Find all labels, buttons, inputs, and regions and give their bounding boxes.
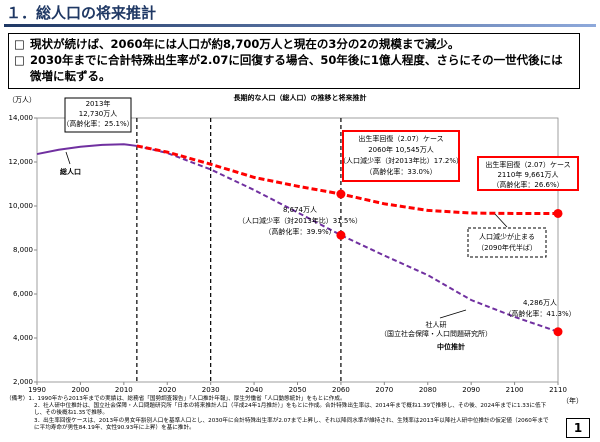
x-tick-label: 2100 (506, 386, 524, 394)
x-tick-label: 2060 (332, 386, 350, 394)
annotation-text: 2060年 10,545万人 (368, 145, 434, 154)
y-tick-label: 10,000 (9, 202, 34, 210)
x-tick-label: 2040 (245, 386, 263, 394)
annotation-pointer (494, 213, 508, 228)
point-marker (336, 230, 346, 240)
annotation-text: （高齢化率：39.9%） (264, 227, 335, 236)
label-pointer (65, 151, 71, 165)
x-tick-label: 2050 (289, 386, 307, 394)
y-tick-label: 12,000 (9, 158, 34, 166)
y-tick-label: 8,000 (13, 246, 33, 254)
annotation-text: （人口減少率（対2013年比）17.2%） (339, 156, 463, 165)
chart-title: 長期的な人口（総人口）の推移と将来推計 (234, 93, 367, 102)
x-tick-label: 2070 (375, 386, 393, 394)
y-unit: （万人） (8, 96, 36, 104)
x-tick-label: 2000 (72, 386, 90, 394)
y-tick-label: 14,000 (9, 114, 34, 122)
point-marker (336, 189, 346, 199)
annotation-text: 8,674万人 (283, 206, 317, 214)
page-title: １．総人口の将来推計 (6, 4, 157, 22)
point-marker (553, 327, 563, 337)
title-underline (4, 24, 596, 27)
annotation-text: 出生率回復（2.07）ケース (358, 134, 443, 143)
x-tick-label: 1990 (28, 386, 46, 394)
x-tick-label: 2030 (202, 386, 220, 394)
annotation-text: 社人研 (426, 320, 447, 329)
summary-box: 現状が続けば、2060年には人口が約8,700万人と現在の3分の2の規模まで減少… (8, 33, 580, 89)
note: （備考）1．1990年から2013年までの実績は、総務省「国勢調査報告」「人口推… (6, 396, 346, 402)
series-label: 総人口 (60, 167, 81, 176)
annotation-text: 人口減少が止まる (479, 232, 535, 241)
y-tick-label: 4,000 (13, 334, 33, 342)
note: 3．出生率回復ケースは、2013年の男女年齢別人口を基準人口とし、2030年に合… (34, 417, 549, 431)
annotation-text: 4,286万人 (523, 299, 557, 307)
annotation-text: 出生率回復（2.07）ケース (485, 160, 570, 169)
series-line (136, 144, 559, 333)
x-unit: （年） (562, 396, 583, 405)
annotation-box (467, 227, 547, 258)
annotation-text: （高齢化率：25.1%） (62, 119, 133, 128)
x-tick-label: 2010 (115, 386, 133, 394)
annotation-box (342, 130, 460, 182)
annotation-text: 2013年 (86, 99, 111, 108)
annotation-text: 12,730万人 (79, 110, 118, 118)
annotation-text: （高齢化率：26.6%） (492, 180, 563, 189)
x-tick-label: 2020 (158, 386, 176, 394)
bullet: 現状が続けば、2060年には人口が約8,700万人と現在の3分の2の規模まで減少… (14, 36, 574, 52)
page-number: 1 (566, 418, 590, 438)
annotation-text: （国立社会保障・人口問題研究所） (380, 329, 492, 338)
note: 2．社人研中位推計は、国立社会保障・人口問題研究所「日本の将来推計人口（平成24… (34, 403, 547, 417)
bullet: 2030年までに合計特殊出生率が2.07に回復する場合、50年後に1億人程度、さ… (14, 52, 574, 84)
annotation-text: 2110年 9,661万人 (497, 170, 558, 179)
annotation-text: （人口減少率（対2013年比）31.5%） (238, 216, 362, 225)
annotation-text: （2090年代半ば） (477, 243, 537, 252)
series-line (36, 143, 137, 156)
x-tick-label: 2080 (419, 386, 437, 394)
y-tick-label: 2,000 (13, 378, 33, 386)
series-label: 中位推計 (437, 342, 465, 351)
annotation-text: （高齢化率：33.0%） (365, 167, 436, 176)
annotation-box (477, 156, 579, 191)
annotation-pointer (439, 309, 467, 319)
annotation-box (64, 97, 132, 133)
point-marker (553, 208, 563, 218)
notes: （備考）1．1990年から2013年までの実績は、総務省「国勢調査報告」「人口推… (6, 396, 551, 432)
x-tick-label: 2110 (549, 386, 567, 394)
annotation-text: （高齢化率：41.3%） (504, 309, 575, 318)
y-tick-label: 6,000 (13, 290, 33, 298)
x-tick-label: 2090 (462, 386, 480, 394)
